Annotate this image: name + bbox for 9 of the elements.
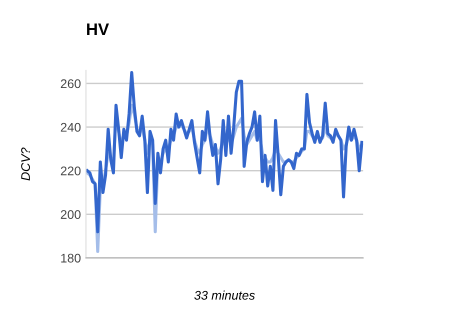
chart-title: HV [87, 23, 109, 35]
y-axis-title: DCV? [21, 148, 30, 180]
y-tick-label: 220 [60, 166, 81, 176]
x-axis-title: 33 minutes [194, 290, 255, 300]
line-series [86, 71, 364, 234]
y-tick-label: 180 [61, 254, 81, 263]
y-tick-label: 240 [60, 122, 81, 132]
y-tick-label: 200 [60, 210, 81, 219]
y-tick-label: 260 [60, 79, 81, 88]
